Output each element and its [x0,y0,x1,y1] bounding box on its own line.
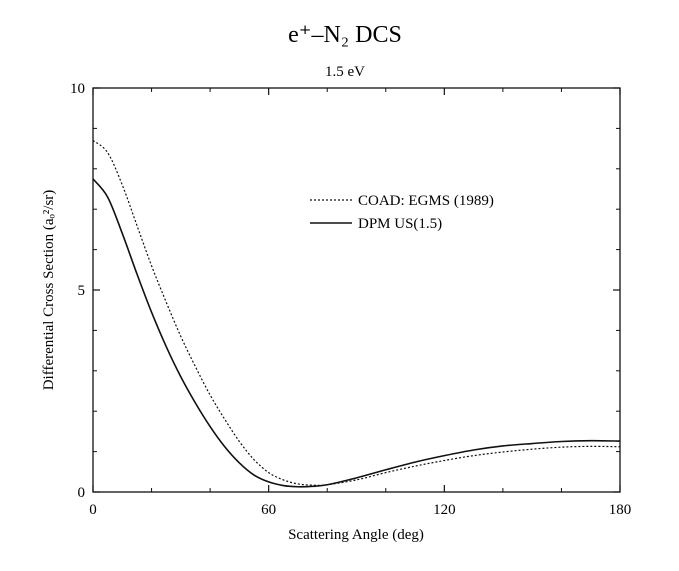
y-axis-label: Differential Cross Section (aₒ²/sr) [41,190,57,391]
legend-label-dpm: DPM US(1.5) [358,216,442,232]
plot-frame [92,87,621,493]
series-line-0 [92,140,621,486]
legend: COAD: EGMS (1989) DPM US(1.5) [310,193,494,232]
x-tick-label-0: 0 [89,502,97,518]
chart-title: e⁺–N₂ DCS [288,22,402,48]
legend-label-coad: COAD: EGMS (1989) [358,193,494,209]
series-layer [92,140,621,488]
x-tick-label-1: 60 [261,502,276,518]
x-tick-label-3: 180 [609,502,632,518]
y-tick-label-0: 0 [78,485,86,501]
chart-subtitle: 1.5 eV [325,64,365,80]
series-line-1 [92,178,621,488]
x-axis-label: Scattering Angle (deg) [288,527,424,543]
x-tick-label-2: 120 [433,502,456,518]
y-tick-label-2: 10 [70,81,85,97]
y-tick-label-1: 5 [78,283,86,299]
ticks-layer: 0 60 120 180 0 5 10 [70,81,631,518]
